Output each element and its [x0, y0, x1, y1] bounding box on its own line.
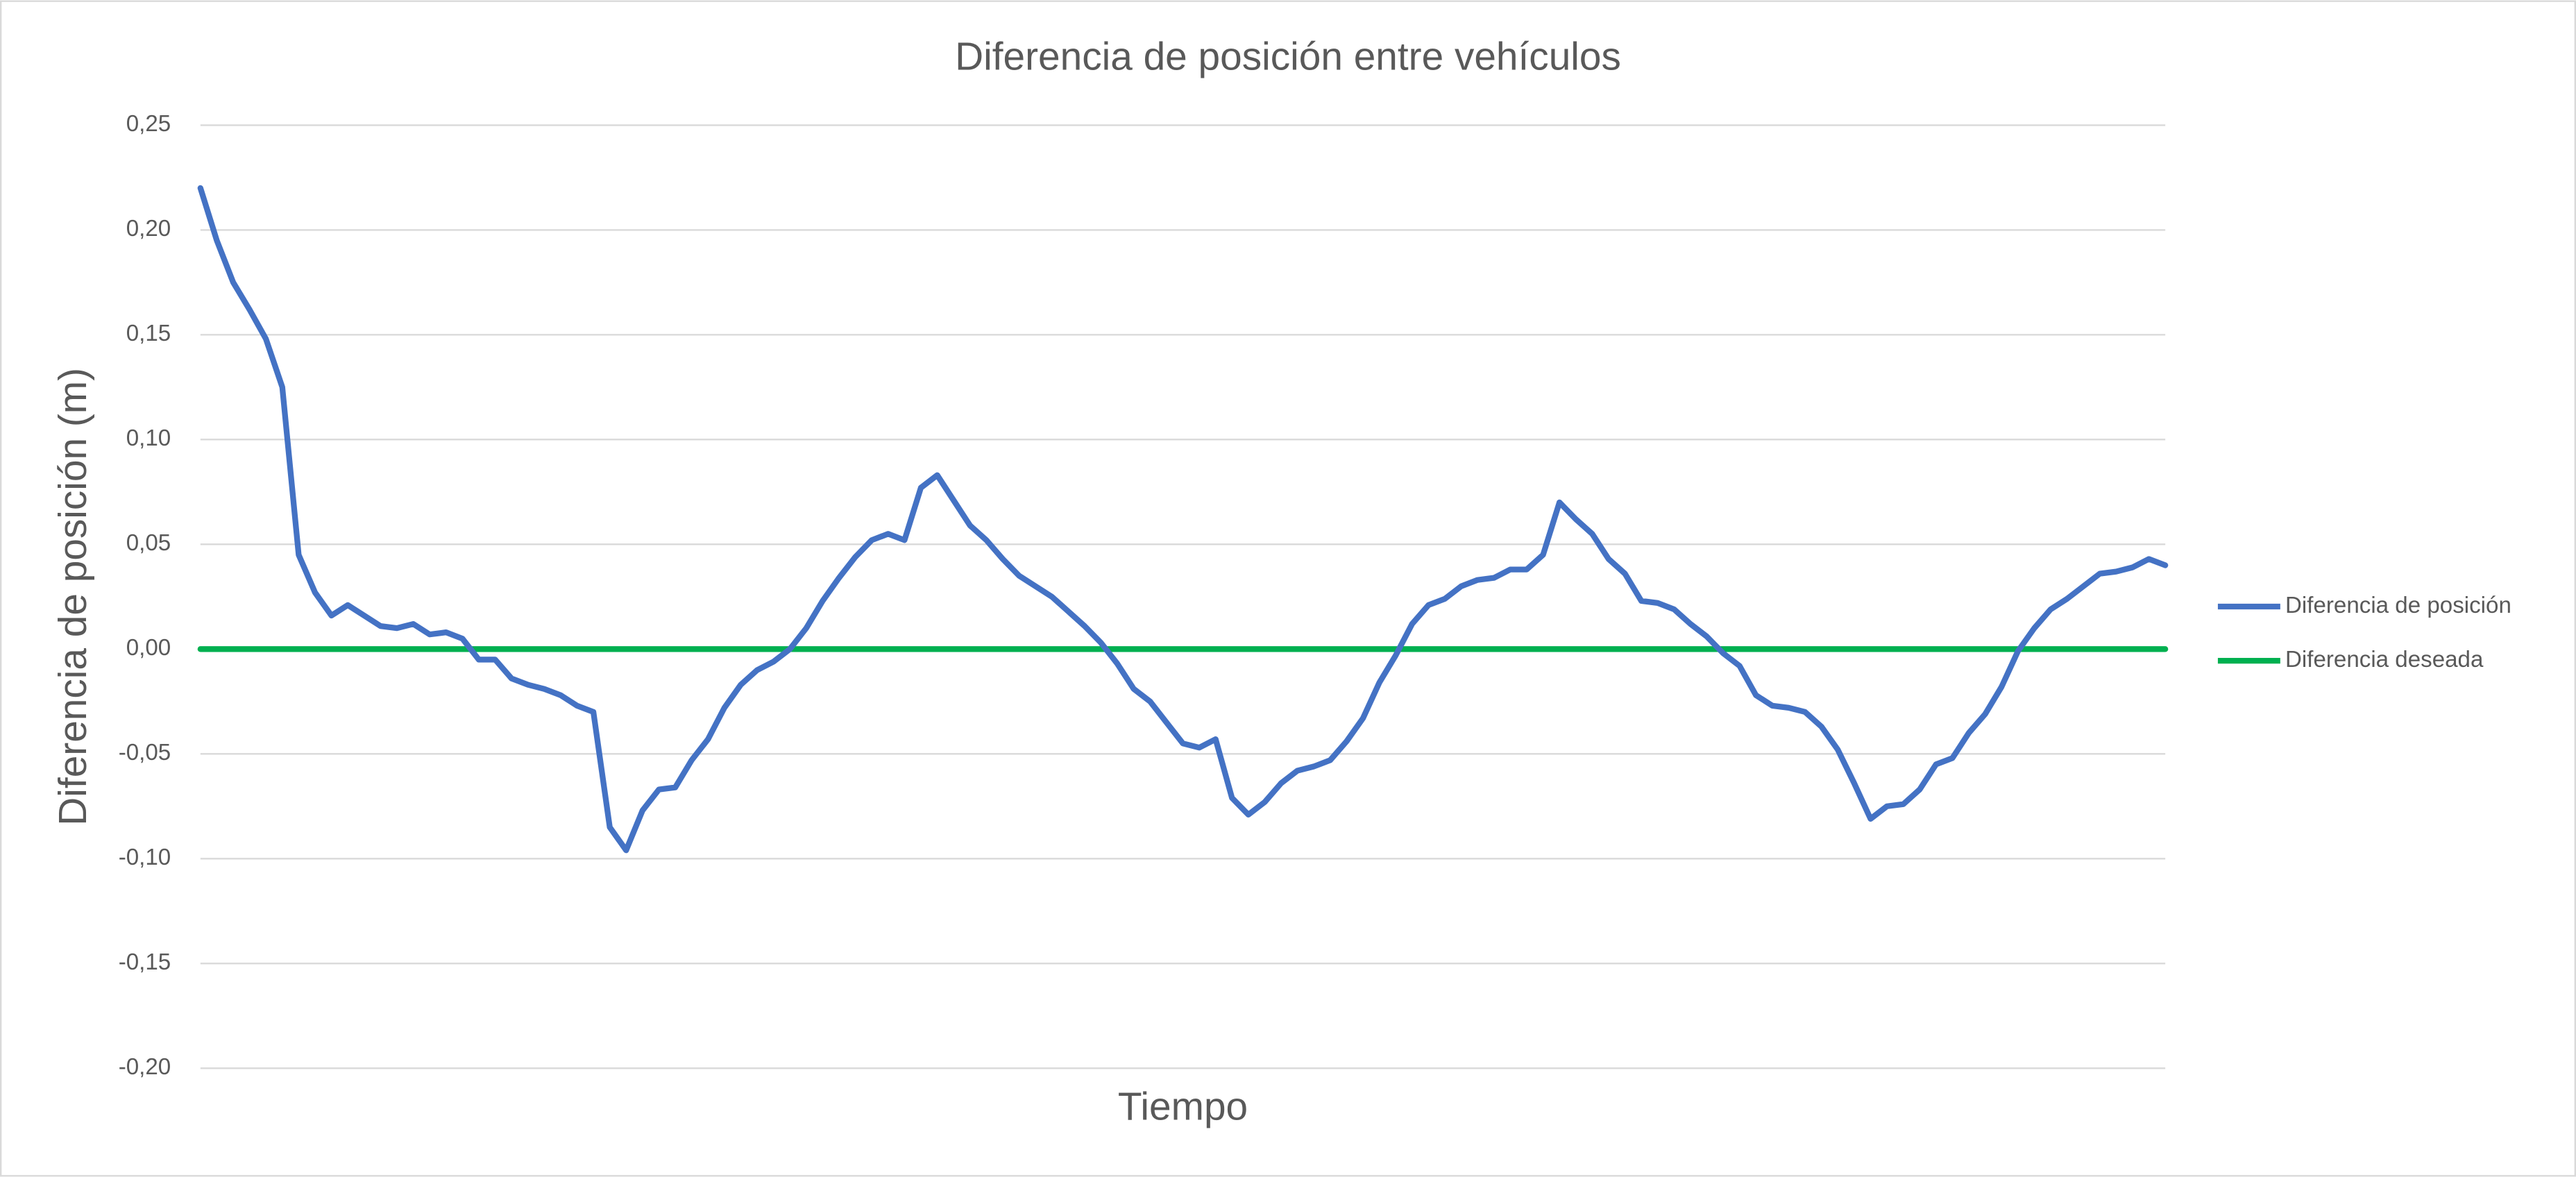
legend-label: Diferencia deseada: [2285, 647, 2484, 672]
y-tick-label: 0,10: [126, 425, 171, 451]
y-tick-label: -0,15: [119, 949, 171, 975]
y-tick-label: -0,10: [119, 845, 171, 870]
data-line: [197, 185, 2169, 854]
x-axis-label: Tiempo: [1118, 1085, 1248, 1128]
chart-title: Diferencia de posición entre vehículos: [955, 35, 1621, 79]
y-tick-label: 0,20: [126, 216, 171, 242]
y-tick-label: 0,15: [126, 321, 171, 346]
y-tick-label: 0,25: [126, 111, 171, 137]
legend-label: Diferencia de posición: [2285, 593, 2511, 618]
y-tick-label: -0,05: [119, 740, 171, 765]
y-tick-label: -0,20: [119, 1054, 171, 1080]
y-tick-label: 0,00: [126, 635, 171, 661]
y-axis-label: Diferencia de posición (m): [51, 368, 95, 826]
y-tick-label: 0,05: [126, 530, 171, 556]
